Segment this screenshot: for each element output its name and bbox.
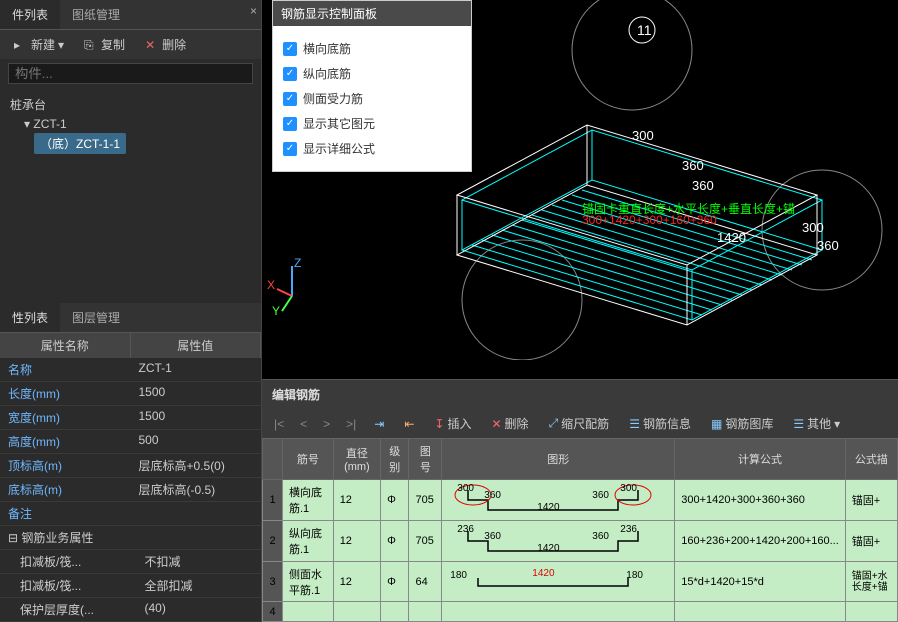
dim-label: 360 (817, 238, 839, 253)
prop-header-value: 属性值 (131, 333, 262, 358)
formula-overlay: 300+1420+300+160+360 (582, 213, 717, 227)
nav-prev[interactable]: < (296, 415, 311, 433)
viewport-3d[interactable]: 钢筋显示控制面板 ✓横向底筋 ✓纵向底筋 ✓侧面受力筋 ✓显示其它图元 ✓显示详… (262, 0, 898, 379)
prop-label: 名称 (0, 358, 131, 381)
dim-label: 360 (682, 158, 704, 173)
search-input[interactable] (8, 63, 253, 84)
col-formula[interactable]: 计算公式 (675, 439, 846, 480)
insert-button[interactable]: ↧ 插入 (428, 413, 477, 434)
chk-vert-bottom[interactable]: ✓纵向底筋 (283, 61, 461, 86)
checkbox-icon: ✓ (283, 42, 297, 56)
component-tabs: 件列表 图纸管理 × (0, 0, 261, 30)
tree-child[interactable]: ▾ ZCT-1 (20, 115, 255, 133)
prop-value[interactable]: 层底标高+0.5(0) (131, 454, 262, 477)
delete-button[interactable]: ✕删除 (139, 34, 192, 55)
chk-horiz-bottom[interactable]: ✓横向底筋 (283, 36, 461, 61)
prop-value[interactable]: 500 (131, 430, 262, 453)
checkbox-icon: ✓ (283, 67, 297, 81)
prop-value[interactable]: ZCT-1 (131, 358, 262, 381)
new-button[interactable]: ▸新建 ▾ (8, 34, 70, 55)
other-button[interactable]: ☰ 其他 ▾ (787, 413, 846, 434)
col-shape[interactable]: 图形 (442, 439, 675, 480)
checkbox-icon: ✓ (283, 92, 297, 106)
tab-components[interactable]: 件列表 (0, 0, 60, 29)
rebar-editor-title: 编辑钢筋 (262, 380, 898, 409)
chk-side[interactable]: ✓侧面受力筋 (283, 86, 461, 111)
chk-other[interactable]: ✓显示其它图元 (283, 111, 461, 136)
prop-value[interactable]: 不扣减 (137, 550, 262, 573)
component-toolbar: ▸新建 ▾ ⎘复制 ✕删除 (0, 30, 261, 59)
dim-label: 300 (632, 128, 654, 143)
rebar-row[interactable]: 2 纵向底筋.1 12 Φ 705 236 360 1420 360 236 1… (263, 521, 898, 562)
export-icon[interactable]: ⇤ (398, 415, 420, 433)
col-dia[interactable]: 直径(mm) (333, 439, 380, 480)
copy-button[interactable]: ⎘复制 (78, 34, 131, 55)
lib-button[interactable]: ▦ 钢筋图库 (705, 413, 779, 434)
prop-label: 底标高(m) (0, 478, 131, 501)
chk-formula[interactable]: ✓显示详细公式 (283, 136, 461, 161)
delete-button[interactable]: ✕ 删除 (485, 413, 534, 434)
col-drawing[interactable]: 图号 (409, 439, 442, 480)
rebar-display-panel: 钢筋显示控制面板 ✓横向底筋 ✓纵向底筋 ✓侧面受力筋 ✓显示其它图元 ✓显示详… (272, 0, 472, 172)
prop-label: 扣减板/筏... (0, 574, 137, 597)
scale-button[interactable]: ⤢ 缩尺配筋 (543, 413, 616, 434)
prop-value[interactable]: 全部扣减 (137, 574, 262, 597)
prop-label: 高度(mm) (0, 430, 131, 453)
axis-gizmo: Z X Y (272, 256, 332, 319)
dim-label: 300 (802, 220, 824, 235)
tab-drawings[interactable]: 图纸管理 (60, 0, 132, 29)
tree-root[interactable]: 桩承台 (6, 94, 255, 115)
prop-label: 长度(mm) (0, 382, 131, 405)
copy-icon: ⎘ (84, 38, 98, 52)
nav-next[interactable]: > (319, 415, 334, 433)
delete-icon: ✕ (145, 38, 159, 52)
nav-last[interactable]: >| (342, 415, 360, 433)
prop-label: 扣减板/筏... (0, 550, 137, 573)
col-no[interactable]: 筋号 (283, 439, 334, 480)
prop-header-name: 属性名称 (0, 333, 131, 358)
dim-label: 1420 (717, 230, 746, 245)
prop-label: 备注 (0, 502, 131, 525)
panel-title: 钢筋显示控制面板 (273, 1, 471, 26)
prop-value[interactable]: 1500 (131, 406, 262, 429)
import-icon[interactable]: ⇥ (368, 415, 390, 433)
rebar-row[interactable]: 1 横向底筋.1 12 Φ 705 300 360 1420 360 300 (263, 480, 898, 521)
prop-value[interactable]: 层底标高(-0.5) (131, 478, 262, 501)
nav-first[interactable]: |< (270, 415, 288, 433)
prop-label: 顶标高(m) (0, 454, 131, 477)
svg-text:11: 11 (637, 22, 652, 38)
checkbox-icon: ✓ (283, 142, 297, 156)
col-desc[interactable]: 公式描 (845, 439, 897, 480)
dim-label: 360 (692, 178, 714, 193)
tab-layer[interactable]: 图层管理 (60, 303, 132, 332)
rebar-table: 筋号 直径(mm) 级别 图号 图形 计算公式 公式描 1 横向底筋.1 12 … (262, 438, 898, 622)
property-tabs: 性列表 图层管理 (0, 303, 261, 333)
close-icon[interactable]: × (250, 4, 257, 18)
info-button[interactable]: ☰ 钢筋信息 (623, 413, 697, 434)
rebar-row-empty[interactable]: 4 (263, 602, 898, 622)
new-icon: ▸ (14, 38, 28, 52)
rebar-toolbar: |< < > >| ⇥ ⇤ ↧ 插入 ✕ 删除 ⤢ 缩尺配筋 ☰ 钢筋信息 ▦ … (262, 409, 898, 438)
prop-label: 宽度(mm) (0, 406, 131, 429)
tree-leaf[interactable]: （底）ZCT-1-1 (34, 133, 126, 154)
prop-label: 保护层厚度(... (0, 598, 137, 621)
checkbox-icon: ✓ (283, 117, 297, 131)
prop-value[interactable]: (40) (137, 598, 262, 621)
component-tree: 桩承台 ▾ ZCT-1 （底）ZCT-1-1 (0, 88, 261, 303)
prop-group[interactable]: 钢筋业务属性 (0, 526, 261, 550)
prop-value[interactable] (131, 502, 262, 525)
tab-prop-list[interactable]: 性列表 (0, 303, 60, 332)
prop-value[interactable]: 1500 (131, 382, 262, 405)
col-grade[interactable]: 级别 (381, 439, 409, 480)
rebar-row[interactable]: 3 侧面水平筋.1 12 Φ 64 180 1420 180 15*d+1420… (263, 562, 898, 602)
